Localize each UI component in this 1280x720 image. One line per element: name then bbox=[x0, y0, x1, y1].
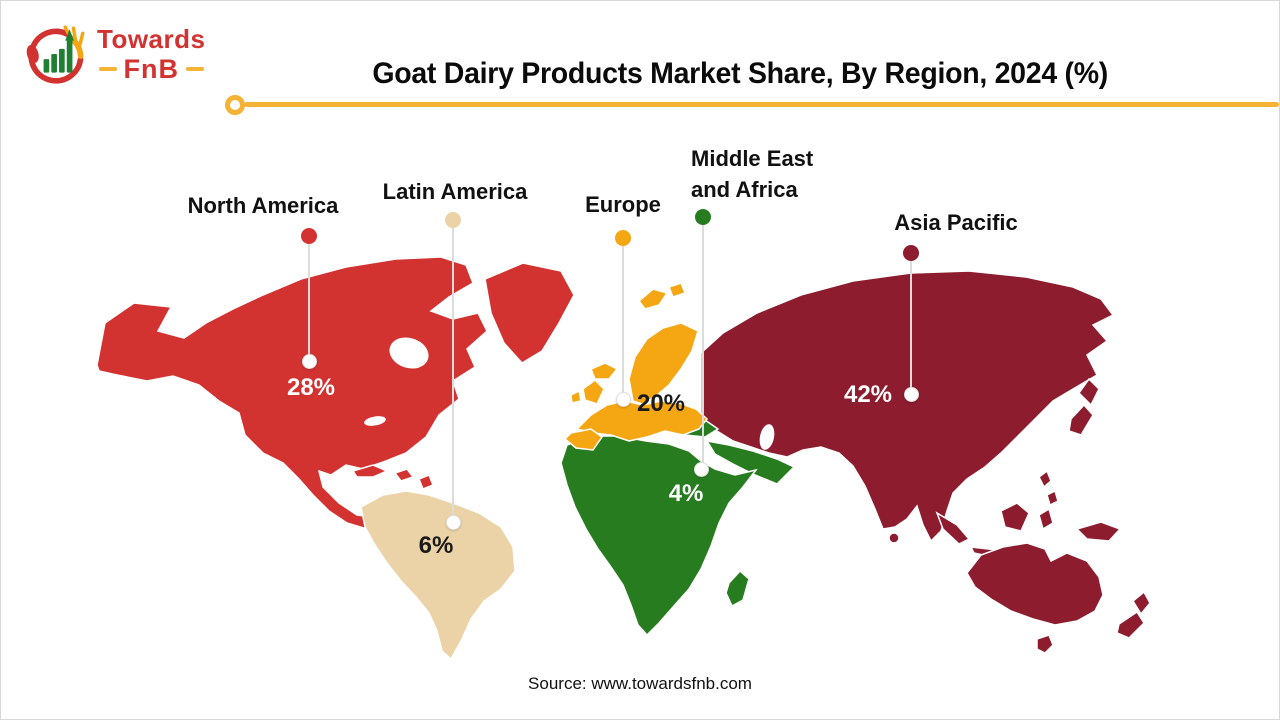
leader-line-middle-east-africa bbox=[702, 225, 704, 465]
brand-logo: Towards FnB bbox=[25, 15, 240, 93]
map-hudson-bay bbox=[389, 337, 429, 369]
region-label-europe: Europe bbox=[585, 192, 661, 217]
region-label-middle-east-africa: Middle East and Africa bbox=[691, 146, 814, 203]
value-label-latin-america: 6% bbox=[418, 532, 454, 559]
map-asia-mainland bbox=[700, 270, 1115, 543]
region-marker-dot-latin-america bbox=[445, 212, 461, 228]
map-british-isles bbox=[570, 379, 605, 405]
brand-dash-right bbox=[185, 67, 204, 71]
region-marker-dot-europe bbox=[615, 230, 631, 246]
leader-end-dot-north-america bbox=[302, 354, 317, 369]
leader-end-dot-middle-east-africa bbox=[694, 462, 709, 477]
divider-ring-icon bbox=[225, 95, 245, 115]
map-region-asia-pacific bbox=[700, 270, 1151, 654]
map-sri-lanka bbox=[888, 532, 900, 544]
region-label-north-america: North America bbox=[187, 193, 339, 218]
map-iceland bbox=[590, 362, 619, 380]
leader-line-latin-america bbox=[452, 228, 454, 518]
accent-divider-line bbox=[244, 102, 1279, 107]
leader-end-dot-latin-america bbox=[446, 515, 461, 530]
region-label-asia-pacific: Asia Pacific bbox=[894, 210, 1018, 235]
brand-dash-left bbox=[98, 67, 117, 71]
map-caspian-sea bbox=[759, 424, 775, 450]
brand-name-fnb: FnB bbox=[123, 53, 179, 84]
logo-spoon-bowl bbox=[26, 44, 39, 64]
map-region-latin-america bbox=[360, 490, 516, 661]
value-label-asia-pacific: 42% bbox=[843, 381, 893, 408]
brand-logo-text: Towards FnB bbox=[97, 26, 205, 83]
brand-name-line2: FnB bbox=[98, 53, 204, 84]
map-inland-seas bbox=[364, 337, 775, 450]
map-region-europe bbox=[563, 282, 709, 451]
leader-line-europe bbox=[622, 246, 624, 396]
value-label-europe: 20% bbox=[636, 390, 686, 417]
map-tasmania bbox=[1036, 634, 1054, 654]
map-philippines bbox=[1038, 469, 1059, 507]
map-south-america bbox=[360, 490, 516, 661]
map-africa bbox=[560, 435, 758, 637]
logo-growth-bars bbox=[43, 29, 74, 73]
value-label-north-america: 28% bbox=[286, 374, 336, 401]
leader-line-north-america bbox=[308, 244, 310, 361]
brand-logo-mark-icon bbox=[26, 25, 85, 84]
leader-line-asia-pacific bbox=[910, 261, 912, 391]
map-great-lakes bbox=[364, 416, 386, 426]
region-label-latin-america: Latin America bbox=[382, 179, 528, 204]
map-new-zealand bbox=[1116, 590, 1151, 639]
map-japan bbox=[1068, 377, 1100, 436]
brand-name-line1: Towards bbox=[97, 23, 206, 54]
leader-end-dot-asia-pacific bbox=[904, 387, 919, 402]
map-scandinavia bbox=[628, 322, 699, 405]
map-australia bbox=[966, 542, 1104, 626]
map-caribbean bbox=[351, 464, 434, 490]
value-label-middle-east-africa: 4% bbox=[668, 480, 704, 507]
map-iberia bbox=[563, 428, 604, 451]
chart-title: Goat Dairy Products Market Share, By Reg… bbox=[372, 57, 1108, 91]
logo-spoon-arc bbox=[28, 28, 84, 84]
source-attribution: Source: www.towardsfnb.com bbox=[528, 674, 752, 693]
region-marker-dot-middle-east-africa bbox=[695, 209, 711, 225]
map-madagascar bbox=[725, 569, 750, 608]
map-arabia bbox=[705, 439, 796, 485]
map-svalbard bbox=[637, 282, 686, 310]
region-marker-dot-asia-pacific bbox=[903, 245, 919, 261]
map-region-middle-east-africa bbox=[560, 417, 796, 637]
map-greenland bbox=[484, 262, 575, 364]
map-region-north-america bbox=[96, 256, 575, 530]
map-north-america-mainland bbox=[96, 256, 488, 530]
region-marker-dot-north-america bbox=[301, 228, 317, 244]
leader-end-dot-europe bbox=[616, 392, 631, 407]
